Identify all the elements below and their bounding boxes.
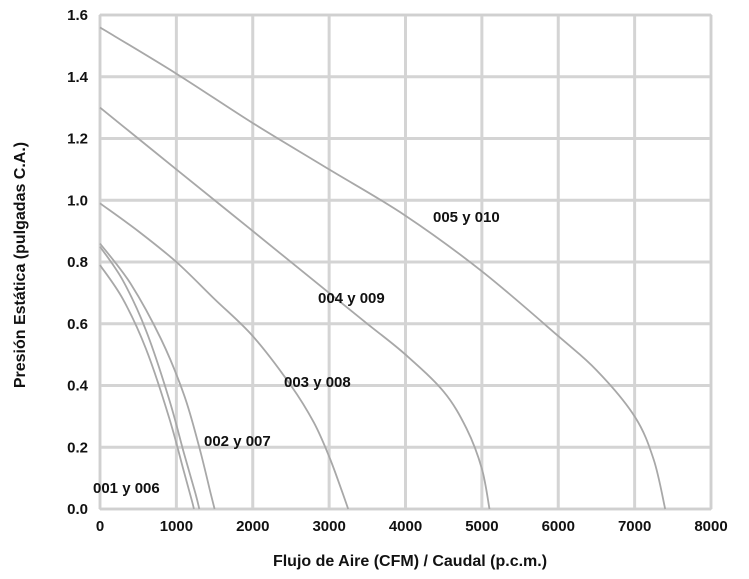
y-axis-ticks: 0.0 0.2 0.4 0.6 0.8 1.0 1.2 1.4 1.6 [67, 7, 89, 518]
x-axis-ticks: 0 1000 2000 3000 4000 5000 6000 7000 8000 [96, 518, 728, 535]
x-tick-label: 3000 [312, 518, 345, 535]
series-curve [99, 26, 667, 510]
series-curve [99, 242, 216, 510]
series-curve [99, 202, 350, 510]
series-labels: 001 y 006 002 y 007 003 y 008 004 y 009 005 … [93, 209, 500, 497]
series-label: 005 y 010 [433, 209, 500, 226]
series-label: 001 y 006 [93, 480, 160, 497]
series-label: 002 y 007 [204, 433, 271, 450]
x-axis-title: Flujo de Aire (CFM) / Caudal (p.c.m.) [273, 553, 547, 570]
x-tick-label: 4000 [389, 518, 422, 535]
y-tick-label: 1.0 [67, 192, 88, 209]
x-tick-label: 7000 [618, 518, 651, 535]
curves [99, 26, 667, 510]
series-curve [99, 246, 201, 510]
x-tick-label: 6000 [542, 518, 575, 535]
x-tick-label: 8000 [694, 518, 727, 535]
y-tick-label: 1.2 [67, 131, 88, 148]
y-tick-label: 0.0 [67, 501, 88, 518]
y-axis-title: Presión Estática (pulgadas C.A.) [12, 142, 29, 388]
x-tick-label: 5000 [465, 518, 498, 535]
x-tick-label: 0 [96, 518, 104, 535]
series-label: 003 y 008 [284, 374, 351, 391]
y-tick-label: 0.2 [67, 439, 88, 456]
y-tick-label: 0.6 [67, 316, 88, 333]
plot-frame [99, 14, 712, 510]
y-tick-label: 0.8 [67, 254, 88, 271]
series-curve [99, 264, 195, 510]
x-tick-label: 1000 [160, 518, 193, 535]
series-label: 004 y 009 [318, 290, 385, 307]
y-tick-label: 1.4 [67, 69, 89, 86]
series-curve [99, 106, 491, 510]
y-tick-label: 1.6 [67, 7, 88, 24]
grid [98, 13, 713, 511]
y-tick-label: 0.4 [67, 378, 89, 395]
x-tick-label: 2000 [236, 518, 269, 535]
